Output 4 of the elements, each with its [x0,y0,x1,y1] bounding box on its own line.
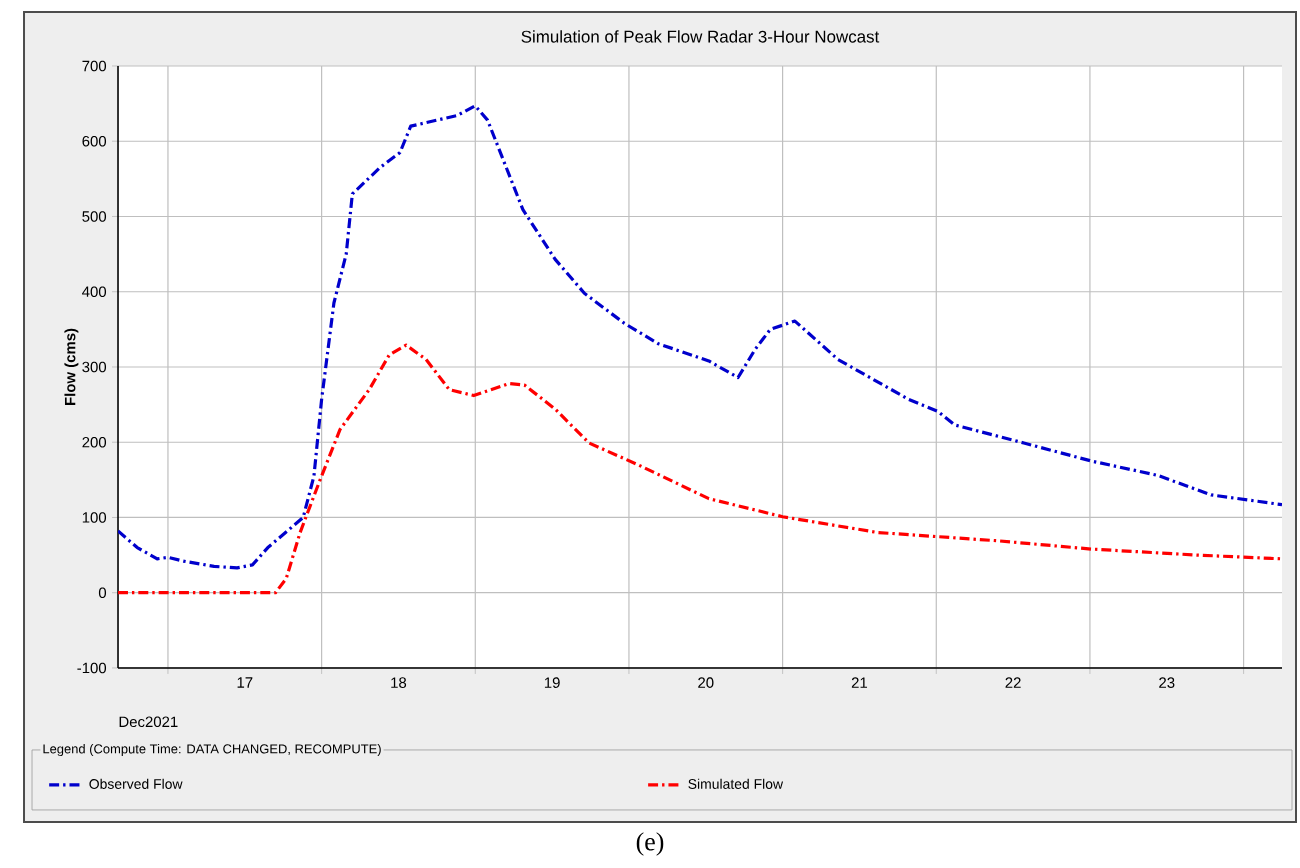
chart-title: Simulation of Peak Flow Radar 3-Hour Nowcast [521,30,880,43]
line-series [118,343,1283,595]
text: (e) [636,832,664,856]
line-series [118,104,1283,570]
